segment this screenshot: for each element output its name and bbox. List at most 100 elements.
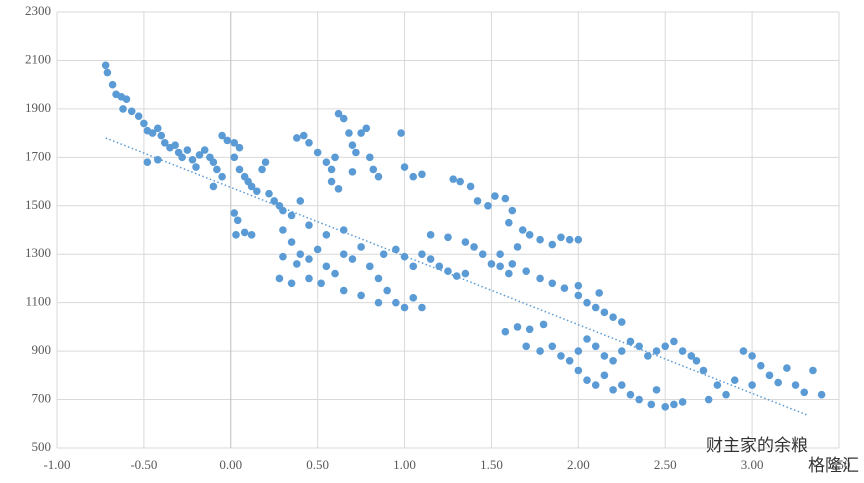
- point: [478, 250, 487, 259]
- point: [652, 386, 661, 394]
- point: [247, 231, 256, 239]
- point: [466, 182, 475, 191]
- y-tick-label: 2100: [25, 51, 51, 66]
- point: [223, 136, 232, 145]
- point: [574, 347, 583, 355]
- point: [313, 245, 322, 254]
- point: [609, 386, 617, 394]
- point: [218, 172, 226, 181]
- point: [218, 131, 226, 140]
- x-tick-label: 0.00: [219, 457, 242, 472]
- point: [730, 376, 739, 384]
- point: [557, 352, 565, 360]
- point: [374, 274, 383, 283]
- point: [418, 303, 426, 312]
- point: [253, 187, 261, 196]
- x-tick-label: 3.50: [828, 457, 851, 472]
- point: [331, 153, 339, 162]
- point: [339, 286, 348, 295]
- point: [153, 124, 162, 133]
- point: [600, 352, 609, 360]
- point: [501, 327, 510, 336]
- point: [305, 221, 313, 229]
- point: [240, 228, 249, 237]
- point: [322, 262, 331, 271]
- point: [134, 112, 143, 120]
- point: [400, 252, 409, 261]
- point: [817, 390, 826, 399]
- point: [704, 395, 713, 404]
- point: [247, 182, 256, 191]
- point: [501, 194, 510, 203]
- point: [670, 337, 678, 346]
- point: [313, 148, 322, 157]
- point: [583, 298, 591, 307]
- point: [327, 165, 336, 174]
- point: [574, 281, 583, 290]
- point: [461, 269, 470, 278]
- point: [296, 250, 305, 259]
- point: [400, 303, 409, 312]
- point: [565, 235, 574, 244]
- point: [362, 124, 371, 133]
- point: [392, 245, 400, 254]
- point: [661, 342, 670, 351]
- point: [609, 357, 617, 365]
- point: [548, 240, 557, 249]
- point: [800, 388, 809, 397]
- point: [748, 381, 756, 389]
- point: [426, 255, 435, 263]
- point: [591, 342, 600, 351]
- y-tick-label: 1700: [25, 148, 51, 163]
- point: [369, 165, 378, 174]
- point: [293, 134, 301, 142]
- x-tick-label: -0.50: [130, 457, 157, 472]
- point: [574, 235, 583, 244]
- point: [444, 233, 452, 242]
- point: [258, 165, 266, 174]
- point: [600, 371, 609, 380]
- point: [574, 291, 583, 300]
- point: [644, 352, 652, 360]
- point: [626, 337, 635, 346]
- point: [339, 226, 348, 234]
- point: [366, 153, 374, 162]
- point: [331, 269, 339, 278]
- point: [409, 262, 418, 271]
- point: [157, 131, 166, 140]
- point: [143, 158, 152, 166]
- point: [591, 303, 600, 312]
- point: [287, 238, 296, 246]
- point: [774, 378, 782, 387]
- point: [508, 260, 517, 268]
- y-tick-label: 1500: [25, 197, 51, 212]
- point: [178, 153, 186, 162]
- point: [635, 342, 643, 351]
- point: [557, 233, 565, 242]
- point: [525, 231, 534, 239]
- point: [678, 398, 687, 406]
- point: [617, 318, 626, 326]
- point: [357, 129, 365, 137]
- y-tick-label: 2300: [25, 3, 51, 18]
- x-tick-label: -1.00: [43, 457, 70, 472]
- point: [183, 146, 192, 154]
- point: [722, 390, 730, 399]
- point: [635, 395, 643, 404]
- point: [536, 347, 544, 355]
- point: [348, 255, 357, 263]
- point: [652, 347, 661, 355]
- point: [583, 376, 591, 384]
- point: [692, 357, 701, 365]
- point: [518, 226, 527, 234]
- point: [192, 163, 200, 171]
- point: [713, 381, 722, 389]
- point: [348, 141, 357, 150]
- point: [339, 250, 348, 259]
- point: [522, 267, 530, 275]
- point: [522, 342, 530, 351]
- point: [119, 105, 127, 113]
- point: [296, 197, 305, 205]
- point: [765, 371, 774, 380]
